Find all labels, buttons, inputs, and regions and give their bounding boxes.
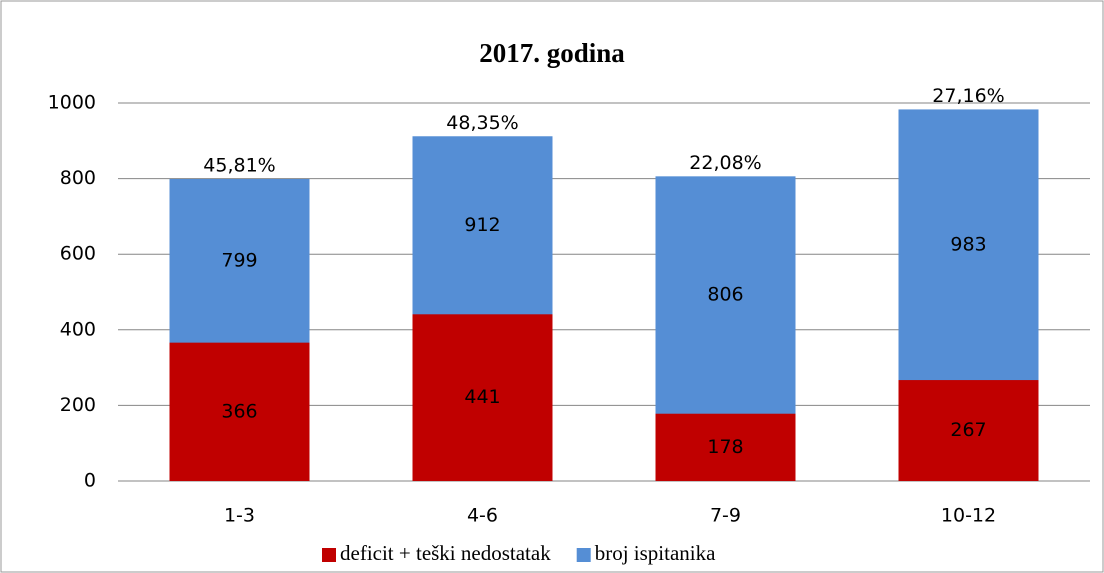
legend-swatch <box>322 548 336 562</box>
y-tick-label: 400 <box>60 318 96 340</box>
data-label: 799 <box>221 249 257 271</box>
data-label: 178 <box>707 436 743 458</box>
chart-title: 2017. godina <box>479 38 625 68</box>
x-tick-label: 1-3 <box>224 505 255 527</box>
y-tick-label: 1000 <box>48 92 96 114</box>
annotation: 22,08% <box>689 152 761 174</box>
bar <box>655 413 796 481</box>
data-label: 912 <box>464 214 500 236</box>
bar <box>169 342 310 481</box>
data-label: 806 <box>707 284 743 306</box>
data-label: 366 <box>221 400 257 422</box>
data-label: 267 <box>950 419 986 441</box>
legend-swatch <box>576 548 591 562</box>
x-tick-label: 10-12 <box>941 505 996 527</box>
x-tick-label: 7-9 <box>710 505 741 527</box>
annotation: 45,81% <box>203 154 275 176</box>
bar <box>412 314 553 481</box>
y-tick-label: 0 <box>84 470 96 492</box>
x-tick-label: 4-6 <box>467 505 498 527</box>
annotation: 48,35% <box>446 112 518 134</box>
bar <box>898 380 1039 481</box>
y-tick-label: 200 <box>60 394 96 416</box>
annotation: 27,16% <box>932 85 1004 107</box>
data-label: 441 <box>464 386 500 408</box>
y-tick-label: 800 <box>60 167 96 189</box>
y-tick-label: 600 <box>60 243 96 265</box>
legend-label: deficit + teški nedostatak <box>340 541 551 565</box>
legend-label: broj ispitanika <box>595 541 716 565</box>
data-label: 983 <box>950 233 986 255</box>
